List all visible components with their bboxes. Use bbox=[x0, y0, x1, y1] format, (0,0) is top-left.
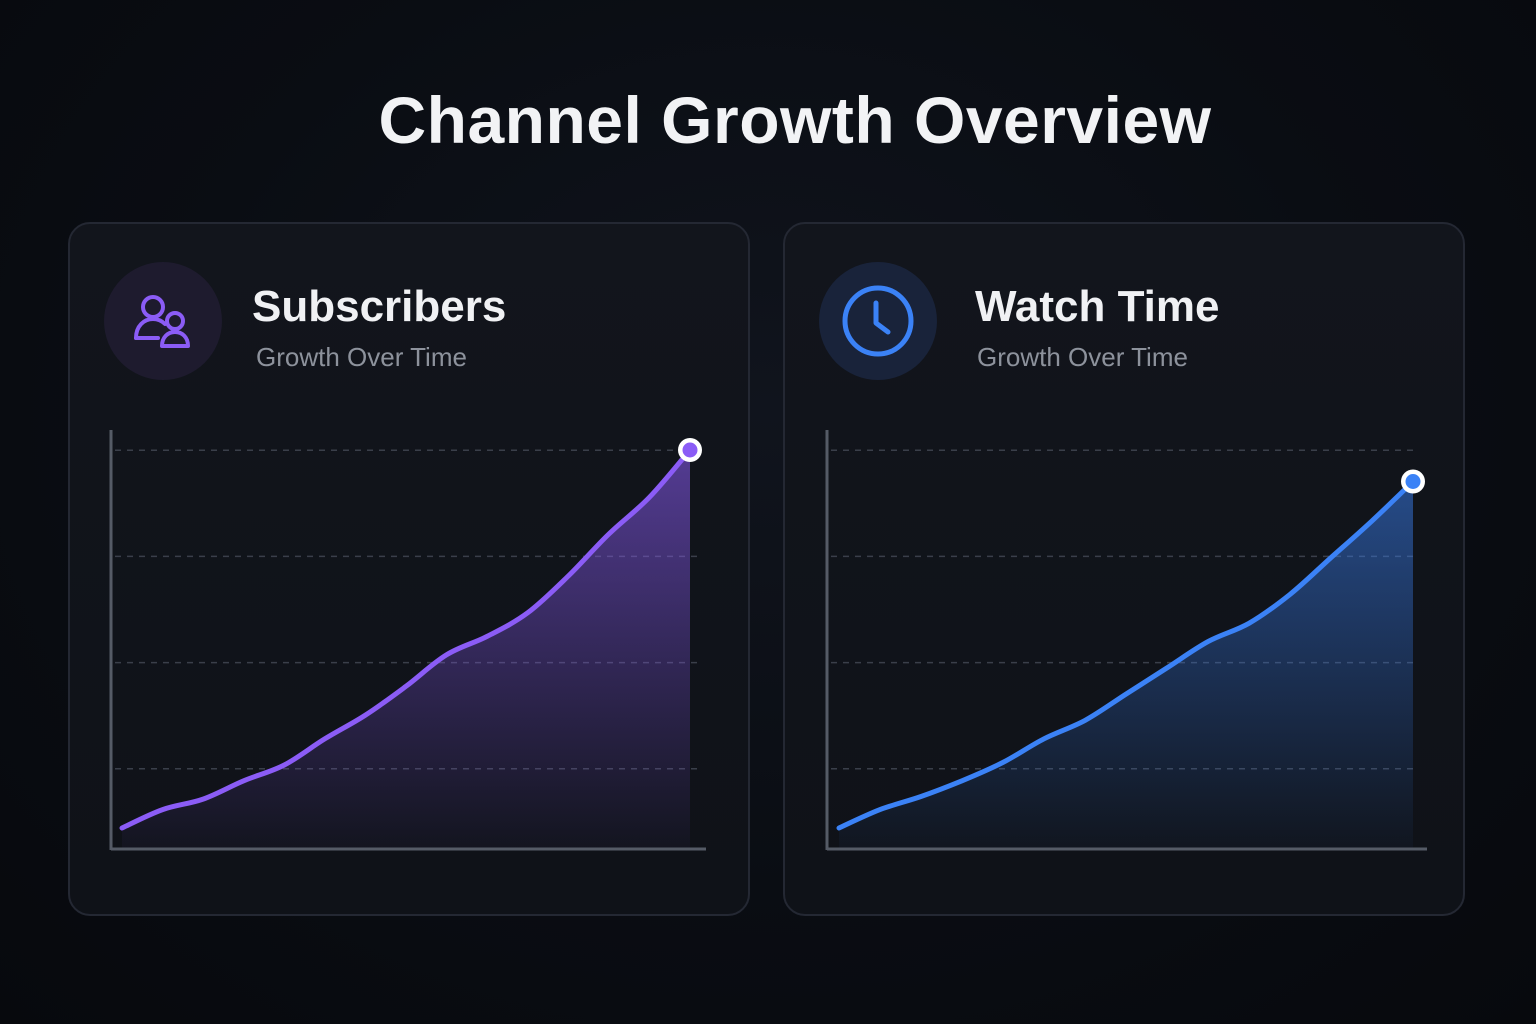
watch-time-icon-badge bbox=[819, 262, 937, 380]
card-title: Watch Time bbox=[975, 282, 1220, 331]
subscribers-card: Subscribers Growth Over Time bbox=[68, 222, 750, 916]
area-fill bbox=[122, 450, 690, 849]
clock-icon bbox=[842, 285, 914, 357]
watch-time-chart bbox=[825, 430, 1427, 851]
page-title: Channel Growth Overview bbox=[378, 83, 1212, 157]
card-subtitle: Growth Over Time bbox=[256, 342, 467, 372]
subscribers-chart bbox=[109, 430, 706, 851]
users-icon bbox=[134, 295, 190, 348]
area-fill bbox=[839, 481, 1413, 849]
watch-time-card: Watch Time Growth Over Time bbox=[783, 222, 1465, 916]
series-line bbox=[119, 447, 693, 831]
subscribers-icon-badge bbox=[104, 262, 222, 380]
end-marker bbox=[1405, 474, 1421, 489]
end-marker bbox=[682, 442, 698, 458]
card-title: Subscribers bbox=[252, 282, 507, 331]
card-subtitle: Growth Over Time bbox=[977, 342, 1188, 372]
series-line bbox=[836, 479, 1416, 831]
